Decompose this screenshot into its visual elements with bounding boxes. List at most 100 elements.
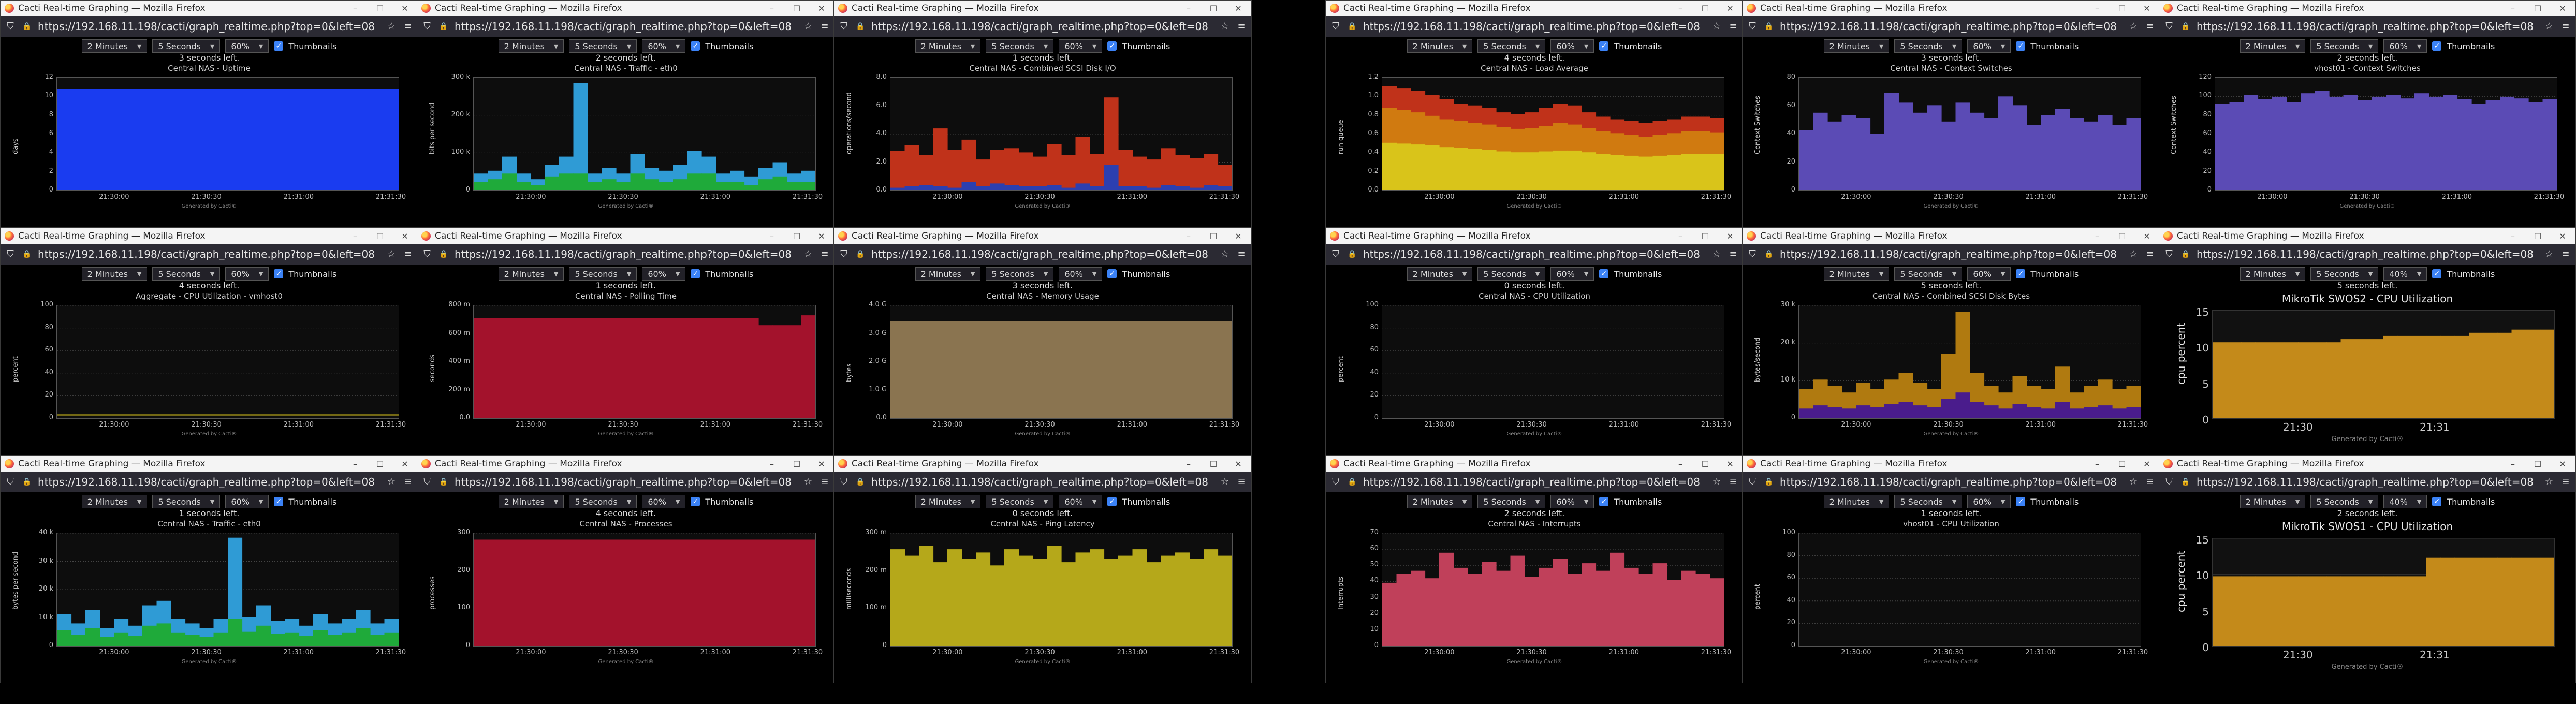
shield-icon[interactable]: ⛉ [7,248,14,259]
bookmark-star-icon[interactable]: ☆ [387,21,396,32]
minimize-button[interactable]: – [770,459,774,469]
window-titlebar[interactable]: Cacti Real-time Graphing — Mozilla Firef… [834,228,1251,244]
minimize-button[interactable]: – [2095,231,2099,241]
minimize-button[interactable]: – [2095,459,2099,469]
shield-icon[interactable]: ⛉ [1332,476,1339,487]
menu-icon[interactable]: ≡ [1237,476,1246,487]
bookmark-star-icon[interactable]: ☆ [387,476,396,487]
size-select[interactable]: 60% ▼ [1550,267,1594,281]
lock-icon[interactable]: 🔒 [22,250,32,258]
size-select[interactable]: 60% ▼ [2383,39,2427,53]
menu-icon[interactable]: ≡ [1729,476,1737,487]
refresh-select[interactable]: 5 Seconds ▼ [1477,495,1546,508]
refresh-select[interactable]: 5 Seconds ▼ [1894,267,1963,281]
lock-icon[interactable]: 🔒 [856,22,865,31]
lock-icon[interactable]: 🔒 [439,250,448,258]
window-titlebar[interactable]: Cacti Real-time Graphing — Mozilla Firef… [1,228,418,244]
shield-icon[interactable]: ⛉ [7,21,14,32]
menu-icon[interactable]: ≡ [2146,21,2154,32]
refresh-select[interactable]: 5 Seconds ▼ [152,39,221,53]
shield-icon[interactable]: ⛉ [840,21,847,32]
bookmark-star-icon[interactable]: ☆ [803,21,813,32]
maximize-button[interactable]: ☐ [1701,231,1709,241]
close-button[interactable]: ✕ [1726,459,1734,469]
shield-icon[interactable]: ⛉ [423,248,431,259]
timespan-select[interactable]: 2 Minutes ▼ [498,495,564,508]
url-field[interactable]: https://192.168.11.198/cacti/graph_realt… [1363,248,1700,260]
address-bar[interactable]: ⛉ 🔒 https://192.168.11.198/cacti/graph_rea… [1743,244,2160,265]
refresh-select[interactable]: 5 Seconds ▼ [1894,39,1963,53]
menu-icon[interactable]: ≡ [821,21,829,32]
size-select[interactable]: 60% ▼ [1967,495,2011,508]
menu-icon[interactable]: ≡ [404,21,412,32]
maximize-button[interactable]: ☐ [793,459,801,469]
timespan-select[interactable]: 2 Minutes ▼ [81,495,148,508]
minimize-button[interactable]: – [353,231,357,241]
menu-icon[interactable]: ≡ [1729,248,1737,259]
window-titlebar[interactable]: Cacti Real-time Graphing — Mozilla Firef… [1,456,418,472]
address-bar[interactable]: ⛉ 🔒 https://192.168.11.198/cacti/graph_rea… [1326,244,1743,265]
window-titlebar[interactable]: Cacti Real-time Graphing — Mozilla Firef… [1743,456,2160,472]
thumbnails-checkbox[interactable]: ✓ [1107,497,1117,506]
minimize-button[interactable]: – [770,231,774,241]
url-field[interactable]: https://192.168.11.198/cacti/graph_realt… [2197,476,2534,488]
shield-icon[interactable]: ⛉ [7,476,14,487]
size-select[interactable]: 60% ▼ [1059,39,1103,53]
close-button[interactable]: ✕ [1235,3,1242,13]
bookmark-star-icon[interactable]: ☆ [1712,248,1721,259]
minimize-button[interactable]: – [1678,459,1682,469]
size-select[interactable]: 60% ▼ [1059,267,1103,281]
url-field[interactable]: https://192.168.11.198/cacti/graph_realt… [455,20,792,33]
close-button[interactable]: ✕ [1726,231,1734,241]
url-field[interactable]: https://192.168.11.198/cacti/graph_realt… [871,248,1208,260]
url-field[interactable]: https://192.168.11.198/cacti/graph_realt… [1363,476,1700,488]
close-button[interactable]: ✕ [1235,231,1242,241]
maximize-button[interactable]: ☐ [2118,459,2126,469]
size-select[interactable]: 60% ▼ [642,495,686,508]
timespan-select[interactable]: 2 Minutes ▼ [2240,267,2306,281]
thumbnails-checkbox[interactable]: ✓ [1107,269,1117,278]
thumbnails-checkbox[interactable]: ✓ [274,497,284,506]
window-titlebar[interactable]: Cacti Real-time Graphing — Mozilla Firef… [1326,1,1743,16]
browser-window[interactable]: Cacti Real-time Graphing — Mozilla Firef… [417,0,835,228]
refresh-select[interactable]: 5 Seconds ▼ [152,267,221,281]
thumbnails-checkbox[interactable]: ✓ [2432,269,2442,278]
thumbnails-checkbox[interactable]: ✓ [1599,269,1609,278]
lock-icon[interactable]: 🔒 [439,478,448,486]
shield-icon[interactable]: ⛉ [423,476,431,487]
bookmark-star-icon[interactable]: ☆ [1220,248,1230,259]
url-field[interactable]: https://192.168.11.198/cacti/graph_realt… [38,476,375,488]
timespan-select[interactable]: 2 Minutes ▼ [81,39,148,53]
menu-icon[interactable]: ≡ [1729,21,1737,32]
timespan-select[interactable]: 2 Minutes ▼ [915,495,981,508]
address-bar[interactable]: ⛉ 🔒 https://192.168.11.198/cacti/graph_rea… [1743,16,2160,37]
thumbnails-checkbox[interactable]: ✓ [2016,269,2026,278]
address-bar[interactable]: ⛉ 🔒 https://192.168.11.198/cacti/graph_rea… [2159,244,2575,265]
menu-icon[interactable]: ≡ [2146,476,2154,487]
address-bar[interactable]: ⛉ 🔒 https://192.168.11.198/cacti/graph_rea… [2159,16,2575,37]
shield-icon[interactable]: ⛉ [2165,476,2173,487]
shield-icon[interactable]: ⛉ [1749,476,1756,487]
address-bar[interactable]: ⛉ 🔒 https://192.168.11.198/cacti/graph_rea… [834,244,1251,265]
window-titlebar[interactable]: Cacti Real-time Graphing — Mozilla Firef… [1743,1,2160,16]
lock-icon[interactable]: 🔒 [22,478,32,486]
browser-window[interactable]: Cacti Real-time Graphing — Mozilla Firef… [0,456,418,683]
menu-icon[interactable]: ≡ [821,476,829,487]
minimize-button[interactable]: – [353,3,357,13]
close-button[interactable]: ✕ [2143,459,2150,469]
menu-icon[interactable]: ≡ [404,248,412,259]
refresh-select[interactable]: 5 Seconds ▼ [569,39,637,53]
lock-icon[interactable]: 🔒 [2181,478,2190,486]
window-titlebar[interactable]: Cacti Real-time Graphing — Mozilla Firef… [417,228,835,244]
url-field[interactable]: https://192.168.11.198/cacti/graph_realt… [1363,20,1700,33]
refresh-select[interactable]: 5 Seconds ▼ [1894,495,1963,508]
timespan-select[interactable]: 2 Minutes ▼ [1823,495,1890,508]
minimize-button[interactable]: – [1187,459,1191,469]
refresh-select[interactable]: 5 Seconds ▼ [569,495,637,508]
browser-window[interactable]: Cacti Real-time Graphing — Mozilla Firef… [833,0,1252,228]
close-button[interactable]: ✕ [818,3,825,13]
size-select[interactable]: 40% ▼ [2383,267,2427,281]
browser-window[interactable]: Cacti Real-time Graphing — Mozilla Firef… [833,228,1252,456]
shield-icon[interactable]: ⛉ [840,248,847,259]
maximize-button[interactable]: ☐ [793,231,801,241]
